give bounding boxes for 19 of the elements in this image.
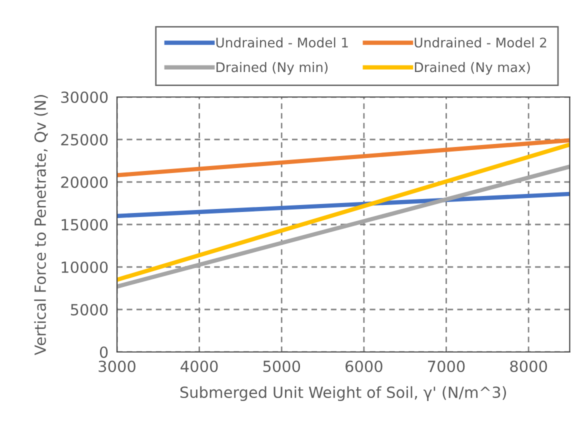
legend-label: Undrained - Model 2 — [414, 37, 546, 48]
y-tick-label: 5000 — [70, 304, 108, 316]
y-tick-label: 15000 — [62, 218, 108, 231]
y-tick-label: 20000 — [61, 176, 108, 188]
x-axis-title: Submerged Unit Weight of Soil, γ' (N/m^3) — [180, 386, 506, 402]
x-tick-label: 3000 — [98, 360, 136, 372]
x-tick-label: 6000 — [346, 360, 382, 372]
y-tick-label: 30000 — [61, 91, 108, 104]
legend-label: Drained (Ny min) — [216, 62, 328, 75]
x-tick-label: 4000 — [180, 360, 218, 372]
y-axis-title: Vertical Force to Penetrate, Qv (N) — [34, 95, 48, 356]
x-tick-label: 5000 — [263, 360, 300, 372]
legend-label: Drained (Ny max) — [414, 62, 530, 75]
legend-label: Undrained - Model 1 — [216, 37, 348, 48]
x-tick-label: 7000 — [428, 360, 465, 372]
x-tick-label: 8000 — [510, 360, 547, 372]
y-tick-label: 0 — [100, 346, 108, 358]
y-tick-label: 10000 — [62, 261, 108, 274]
y-tick-label: 25000 — [61, 134, 108, 146]
